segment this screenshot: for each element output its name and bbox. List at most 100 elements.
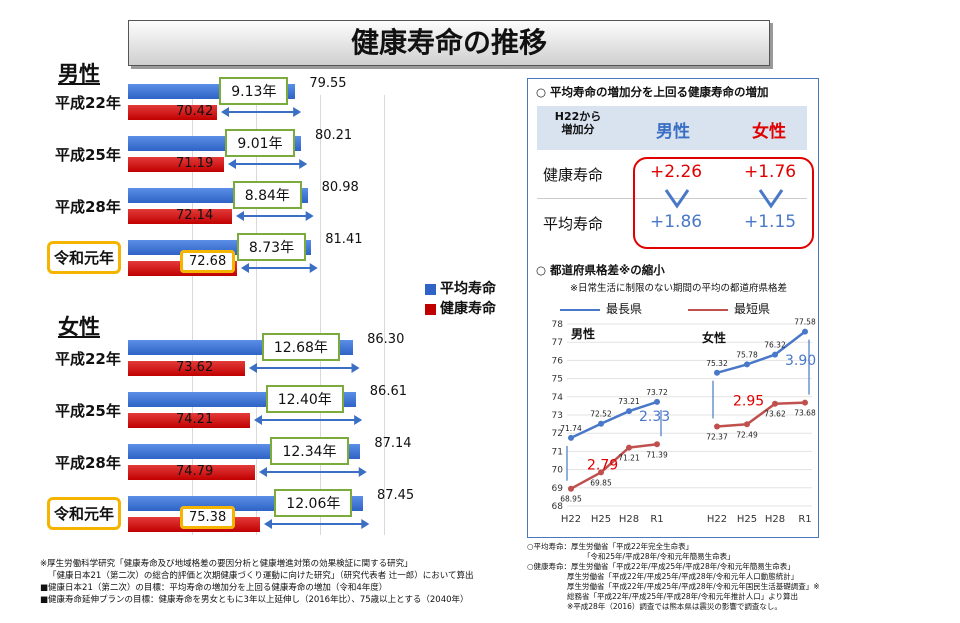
legend-longest: 最長県 — [560, 300, 642, 317]
x-tick-label: R1 — [650, 514, 663, 525]
gap-arrow — [253, 415, 362, 425]
healthy-value: 72.14 — [176, 208, 214, 223]
x-tick-label: R1 — [798, 514, 811, 525]
data-label: 73.62 — [764, 410, 786, 419]
healthy-bar — [128, 465, 255, 480]
legend-healthy: 健康寿命 — [425, 298, 496, 318]
row-avg: 平均寿命 — [543, 215, 604, 233]
legend-longest-line — [560, 308, 600, 311]
data-label: 71.21 — [618, 454, 640, 463]
legend-avg-swatch — [425, 283, 436, 295]
x-tick-label: H25 — [591, 514, 611, 525]
data-label: 69.85 — [590, 478, 612, 487]
note-line: ※厚生労働科学研究「健康寿命及び地域格差の要因分析と健康増進対策の効果検証に関す… — [40, 559, 413, 569]
healthy-bar — [128, 413, 250, 428]
chevron-down-icon — [758, 189, 784, 209]
gap-label: 12.68年 — [261, 333, 340, 361]
healthy-value: 75.38 — [180, 506, 236, 529]
gap-arrow — [240, 263, 318, 273]
data-point — [802, 399, 808, 406]
avg-value: 87.14 — [374, 436, 412, 451]
gap-last-label: 3.90 — [785, 353, 816, 369]
year-label: 平成28年 — [55, 198, 121, 216]
x-tick-label: H22 — [561, 514, 581, 525]
healthy-bar — [128, 105, 218, 120]
bar-chart-area — [128, 95, 528, 535]
y-tick-label: 71 — [552, 447, 563, 457]
healthy-value: 74.79 — [176, 464, 214, 479]
avg-male-value: +1.86 — [650, 212, 703, 232]
data-label: 73.68 — [794, 409, 816, 418]
gridline — [320, 95, 321, 535]
footnotes: ※厚生労働科学研究「健康寿命及び地域格差の要因分析と健康増進対策の効果検証に関す… — [40, 558, 474, 606]
header-lead-line: 増加分 — [561, 123, 595, 136]
data-label: 75.78 — [736, 350, 758, 359]
source-line: ○平均寿命：厚生労働省「平成22年完全生命表」 — [527, 542, 694, 551]
healthy-value-highlight: 75.38 — [180, 506, 236, 529]
note-line: 「健康日本21（第二次）の総合的評価と次期健康づくり運動に向けた研究」（研究代表… — [48, 571, 474, 581]
data-point — [598, 420, 604, 427]
table-header-lead: H22から 増加分 — [543, 110, 613, 136]
year-label: 平成22年 — [55, 94, 121, 112]
legend-shortest: 最短県 — [688, 300, 770, 317]
year-label: 平成25年 — [55, 402, 121, 420]
data-point — [772, 351, 778, 358]
data-point — [802, 328, 808, 335]
series-line — [716, 401, 806, 428]
source-notes: ○平均寿命：厚生労働省「平成22年完全生命表」 「令和25年/平成28年/令和元… — [527, 542, 820, 612]
row-healthy: 健康寿命 — [543, 166, 604, 184]
series-line — [716, 330, 806, 374]
gap-first-label: 2.95 — [733, 394, 764, 410]
series-line — [570, 443, 658, 490]
y-tick-label: 78 — [552, 320, 564, 330]
gap-label: 8.73年 — [236, 233, 307, 261]
legend-shortest-label: 最短県 — [734, 302, 771, 316]
gap-label: 12.34年 — [270, 437, 349, 465]
gap-label: 12.06年 — [274, 489, 353, 517]
healthy-value: 71.19 — [176, 156, 214, 171]
data-label: 71.74 — [560, 424, 582, 433]
note-line: ■健康寿命延伸プランの目標：健康寿命を男女ともに3年以上延伸し（2016年比）、… — [40, 595, 469, 605]
healthy-bar — [128, 157, 224, 172]
data-label: 76.32 — [764, 341, 786, 350]
x-tick-label: H25 — [737, 514, 757, 525]
healthy-male-value: +2.26 — [650, 162, 703, 182]
legend-healthy-swatch — [425, 303, 436, 315]
healthy-value-highlight: 72.68 — [180, 250, 236, 273]
source-line: ※平成28年（2016）調査では熊本県は震災の影響で調査なし。 — [567, 602, 782, 611]
avg-value: 81.41 — [325, 232, 363, 247]
healthy-bar — [128, 209, 232, 224]
avg-value: 80.98 — [321, 180, 359, 195]
x-tick-label: H22 — [707, 514, 727, 525]
avg-value: 86.30 — [367, 332, 405, 347]
panel-label: 女性 — [702, 330, 726, 345]
source-line: ○健康寿命：厚生労働省「平成22年/平成25年/平成28年/令和元年簡易生命表」 — [527, 562, 795, 571]
gap-label: 12.40年 — [265, 385, 344, 413]
gridline — [192, 95, 193, 535]
healthy-value: 72.68 — [180, 250, 236, 273]
year-label: 令和元年 — [47, 241, 122, 274]
series-line — [570, 400, 658, 440]
x-tick-label: H28 — [765, 514, 785, 525]
line-chart: 68 69 70 71 72 73 74 75 76 77 78 H22 H25 H28 R1 男性 71.74… — [552, 318, 817, 525]
legend-avg: 平均寿命 — [425, 278, 496, 298]
data-label: 73.72 — [646, 388, 668, 397]
data-label: 72.49 — [736, 430, 758, 439]
healthy-value: 74.21 — [176, 412, 214, 427]
y-tick-label: 74 — [552, 393, 564, 403]
data-point — [744, 421, 750, 428]
gap-label: 8.84年 — [232, 181, 302, 209]
chevron-down-icon — [664, 189, 690, 209]
data-point — [654, 441, 660, 448]
gap-last-label: 2.33 — [639, 409, 670, 425]
data-point — [568, 434, 574, 441]
gap-arrow — [221, 107, 302, 117]
gap-arrow — [258, 467, 367, 477]
avg-value: 79.55 — [309, 76, 347, 91]
table-header — [537, 106, 807, 150]
y-tick-label: 73 — [552, 411, 563, 421]
gap-label: 9.13年 — [219, 77, 289, 105]
healthy-female-value: +1.76 — [744, 162, 797, 182]
gap-label: 9.01年 — [225, 129, 295, 157]
gridline — [256, 95, 257, 535]
